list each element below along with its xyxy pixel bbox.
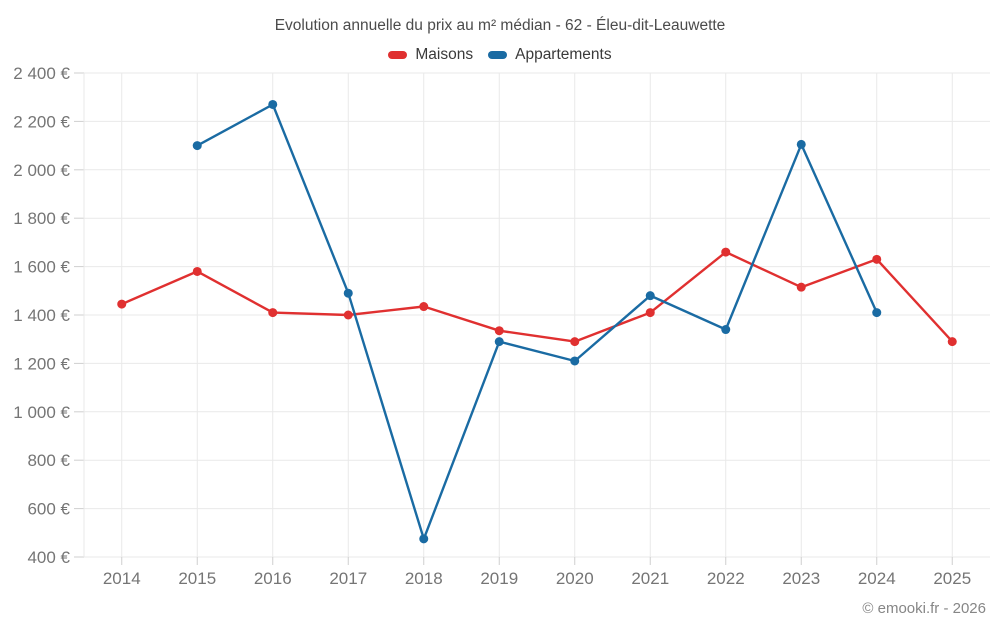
- data-point-appartements-2015[interactable]: [192, 141, 202, 151]
- x-axis-label: 2020: [556, 569, 594, 588]
- y-axis-label: 1 400 €: [13, 306, 70, 325]
- x-axis-label: 2014: [103, 569, 141, 588]
- y-axis-label: 1 600 €: [13, 258, 70, 277]
- legend-label: Maisons: [415, 46, 474, 63]
- data-point-appartements-2024[interactable]: [872, 308, 882, 318]
- data-point-maisons-2022[interactable]: [721, 247, 731, 257]
- data-point-maisons-2025[interactable]: [947, 337, 957, 347]
- y-axis-label: 400 €: [27, 548, 70, 567]
- data-point-appartements-2021[interactable]: [645, 291, 655, 301]
- y-axis-label: 1 800 €: [13, 209, 70, 228]
- data-point-maisons-2021[interactable]: [645, 308, 655, 318]
- x-axis-label: 2015: [178, 569, 216, 588]
- data-point-appartements-2022[interactable]: [721, 325, 731, 335]
- data-point-appartements-2019[interactable]: [494, 337, 504, 347]
- data-point-maisons-2014[interactable]: [117, 299, 127, 309]
- chart-legend: Maisons Appartements: [0, 46, 1000, 64]
- data-point-maisons-2017[interactable]: [343, 310, 353, 320]
- data-point-appartements-2023[interactable]: [796, 139, 806, 149]
- legend-swatch-maisons: [388, 51, 408, 59]
- data-point-maisons-2024[interactable]: [872, 254, 882, 264]
- y-axis-label: 2 400 €: [13, 64, 70, 83]
- x-axis-label: 2024: [858, 569, 896, 588]
- legend-label: Appartements: [515, 46, 612, 63]
- legend-item-appartements[interactable]: Appartements: [488, 46, 612, 64]
- data-point-appartements-2018[interactable]: [419, 534, 429, 544]
- data-point-maisons-2015[interactable]: [192, 266, 202, 276]
- x-axis-label: 2017: [329, 569, 367, 588]
- y-axis-label: 1 200 €: [13, 354, 70, 373]
- copyright-credit: © emooki.fr - 2026: [862, 600, 986, 617]
- data-point-maisons-2023[interactable]: [796, 282, 806, 292]
- y-axis-label: 2 200 €: [13, 112, 70, 131]
- x-axis-label: 2016: [254, 569, 292, 588]
- x-axis-label: 2021: [631, 569, 669, 588]
- data-point-maisons-2020[interactable]: [570, 337, 580, 347]
- data-point-appartements-2020[interactable]: [570, 356, 580, 366]
- chart-title: Evolution annuelle du prix au m² médian …: [274, 17, 726, 34]
- x-axis-label: 2018: [405, 569, 443, 588]
- y-axis-label: 2 000 €: [13, 161, 70, 180]
- x-axis-label: 2022: [707, 569, 745, 588]
- data-point-maisons-2019[interactable]: [494, 326, 504, 336]
- y-axis-label: 800 €: [27, 451, 70, 470]
- data-point-appartements-2016[interactable]: [268, 99, 278, 109]
- legend-item-maisons[interactable]: Maisons: [388, 46, 473, 64]
- series-line-maisons: [120, 250, 954, 343]
- data-point-maisons-2018[interactable]: [419, 302, 429, 312]
- x-axis-label: 2023: [782, 569, 820, 588]
- legend-swatch-appartements: [488, 51, 508, 59]
- data-point-appartements-2017[interactable]: [343, 288, 353, 298]
- x-axis-label: 2025: [933, 569, 971, 588]
- series-line-appartements: [196, 103, 878, 541]
- x-axis-label: 2019: [480, 569, 518, 588]
- y-axis-label: 1 000 €: [13, 403, 70, 422]
- data-point-maisons-2016[interactable]: [268, 308, 278, 318]
- y-axis-label: 600 €: [27, 500, 70, 519]
